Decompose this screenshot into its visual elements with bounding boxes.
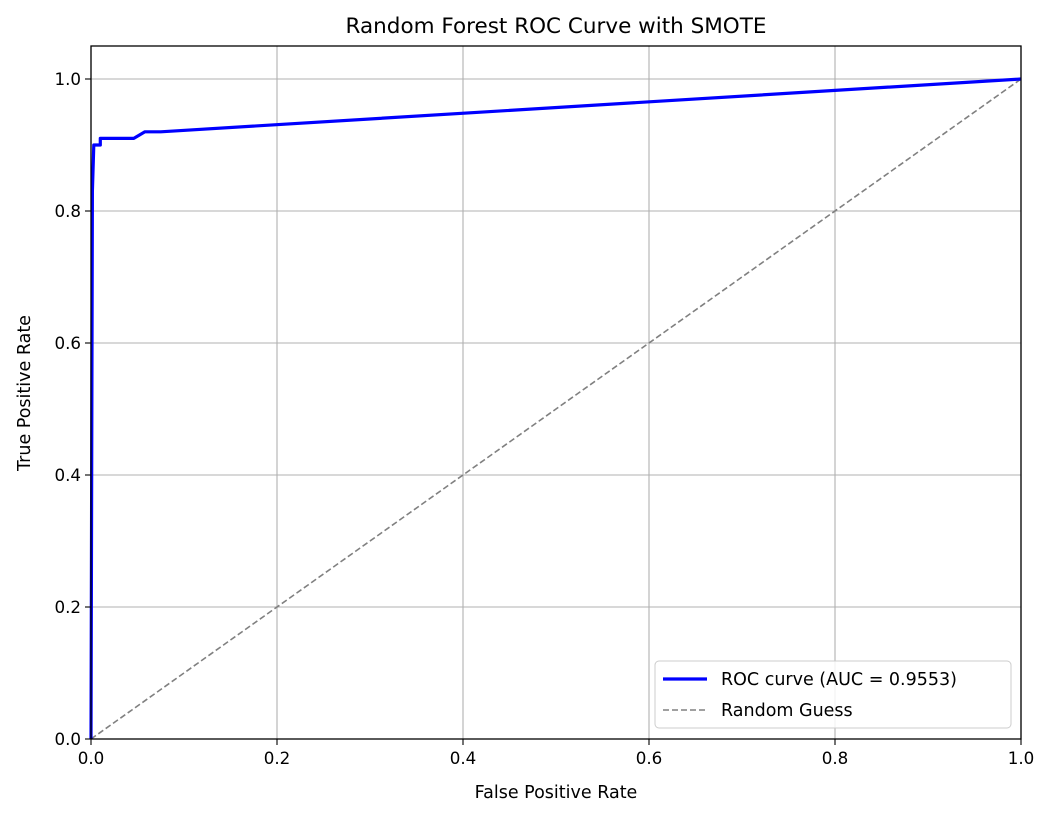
- x-tick-label: 0.6: [636, 748, 663, 768]
- y-tick-label: 0.6: [54, 333, 81, 353]
- x-tick-label: 1.0: [1008, 748, 1035, 768]
- plot-frame: [90, 45, 1022, 740]
- x-axis-label: False Positive Rate: [475, 783, 638, 803]
- legend: ROC curve (AUC = 0.9553) Random Guess: [654, 660, 1012, 729]
- legend-roc-label: ROC curve (AUC = 0.9553): [721, 670, 957, 690]
- chart-title: Random Forest ROC Curve with SMOTE: [346, 14, 767, 39]
- roc-curve-line: [89, 77, 1022, 740]
- legend-random-label: Random Guess: [721, 701, 853, 721]
- y-tick-label: 1.0: [54, 69, 81, 89]
- x-tick-label: 0.0: [78, 748, 105, 768]
- y-tick-label: 0.8: [54, 201, 81, 221]
- x-tick-label: 0.4: [450, 748, 477, 768]
- y-axis-label: True Positive Rate: [15, 315, 35, 472]
- x-tick-label: 0.8: [822, 748, 849, 768]
- random-guess-line: [90, 78, 1022, 740]
- legend-box: [654, 660, 1012, 729]
- y-tick-label: 0.0: [54, 729, 81, 749]
- grid: [90, 46, 1022, 740]
- y-tick-label: 0.4: [54, 465, 81, 485]
- y-tick-label: 0.2: [54, 597, 81, 617]
- x-tick-label: 0.2: [264, 748, 291, 768]
- series-layer: [89, 77, 1022, 740]
- ticks: 0.0 0.2 0.4 0.6 0.8 1.0 0.0 0.2 0.4 0.6 0.8 1.0: [54, 69, 1034, 768]
